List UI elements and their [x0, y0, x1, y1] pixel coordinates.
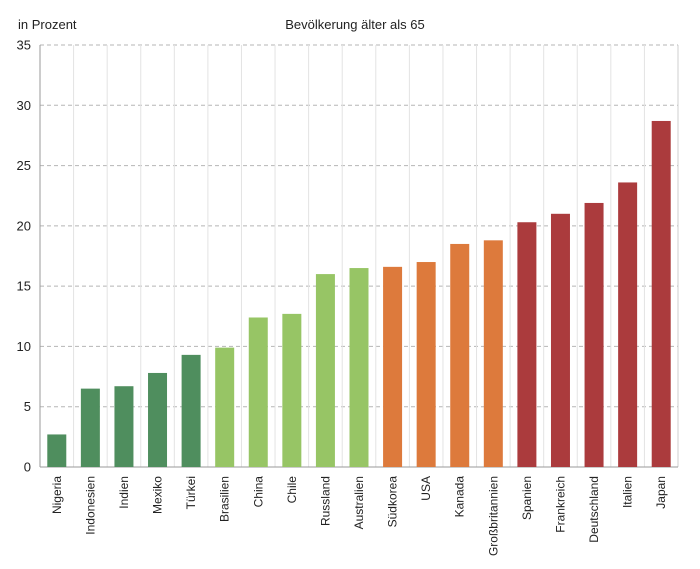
x-tick-label: Großbritannien	[486, 476, 500, 556]
bar-china	[248, 317, 268, 467]
bar-frankreich	[550, 213, 570, 467]
bar-brasilien	[215, 347, 235, 467]
y-tick-label: 35	[17, 38, 31, 53]
bar-usa	[416, 262, 436, 467]
y-axis-label: in Prozent	[18, 17, 77, 32]
bar-türkei	[181, 354, 201, 467]
bar-japan	[651, 120, 671, 468]
bar-indonesien	[80, 388, 100, 467]
y-tick-label: 0	[24, 460, 31, 475]
x-tick-label: Nigeria	[50, 476, 64, 514]
bar-australien	[349, 268, 369, 467]
y-tick-labels: 0 5 10 15 20 25 30 35	[17, 38, 31, 475]
bar-italien	[618, 182, 638, 468]
x-tick-label: Australien	[352, 476, 366, 529]
bar-südkorea	[383, 266, 403, 467]
x-tick-label: China	[251, 476, 265, 508]
bar-russland	[315, 274, 335, 467]
x-tick-label: Frankreich	[553, 476, 567, 533]
bar-großbritannien	[483, 240, 503, 467]
bar-nigeria	[47, 434, 67, 467]
y-tick-label: 5	[24, 399, 31, 414]
y-tick-label: 15	[17, 279, 31, 294]
x-tick-label: Indien	[117, 476, 131, 509]
x-tick-label: Indonesien	[83, 476, 97, 535]
bars	[47, 120, 671, 468]
x-tick-labels: Nigeria Indonesien Indien Mexiko Türkei Brasi…	[50, 476, 668, 556]
y-tick-label: 10	[17, 339, 31, 354]
y-tick-label: 25	[17, 158, 31, 173]
x-tick-label: Südkorea	[386, 476, 400, 528]
y-tick-label: 30	[17, 98, 31, 113]
x-tick-label: Spanien	[520, 476, 534, 520]
x-tick-label: Chile	[285, 476, 299, 504]
bar-deutschland	[584, 202, 604, 467]
x-tick-label: Brasilien	[218, 476, 232, 522]
bar-kanada	[450, 243, 470, 467]
x-tick-label: Italien	[621, 476, 635, 508]
chart-title: Bevölkerung älter als 65	[285, 17, 424, 32]
x-tick-label: Mexiko	[151, 476, 165, 514]
x-tick-label: Türkei	[184, 476, 198, 509]
x-tick-label: USA	[419, 476, 433, 501]
bar-indien	[114, 386, 134, 467]
x-tick-label: Japan	[654, 476, 668, 509]
x-tick-label: Kanada	[453, 476, 467, 518]
x-tick-label: Russland	[318, 476, 332, 526]
bar-spanien	[517, 222, 537, 467]
bar-chile	[282, 313, 302, 467]
bar-mexiko	[148, 372, 168, 467]
y-tick-label: 20	[17, 218, 31, 233]
grid-lines	[40, 44, 678, 467]
x-tick-label: Deutschland	[587, 476, 601, 543]
